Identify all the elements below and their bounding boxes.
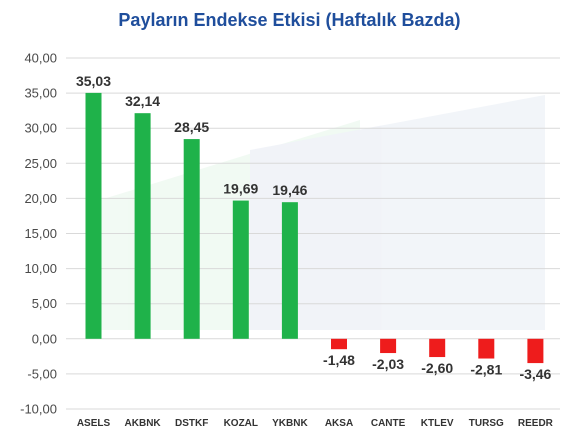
chart-title: Payların Endekse Etkisi (Haftalık Bazda) bbox=[118, 10, 460, 30]
bars bbox=[85, 92, 544, 364]
y-tick-label: -10,00 bbox=[20, 402, 57, 417]
data-label-ykbnk: 19,46 bbox=[272, 182, 307, 198]
category-label-akbnk: AKBNK bbox=[125, 418, 162, 429]
data-label-akbnk: 32,14 bbox=[125, 93, 160, 109]
category-label-reedr: REEDR bbox=[518, 418, 554, 429]
bar-tursg bbox=[478, 338, 495, 359]
data-label-aksa: -1,48 bbox=[323, 352, 355, 368]
y-tick-label: 5,00 bbox=[32, 296, 57, 311]
category-label-tursg: TURSG bbox=[469, 418, 504, 429]
y-tick-label: 15,00 bbox=[24, 226, 57, 241]
data-labels: 35,03 32,14 28,45 19,69 19,46 -1,48 -2,03 -2,60… bbox=[76, 73, 552, 382]
y-tick-label: 10,00 bbox=[24, 261, 57, 276]
bar-ktlev bbox=[429, 338, 446, 358]
y-tick-label: 40,00 bbox=[24, 51, 57, 66]
category-label-cante: CANTE bbox=[371, 418, 406, 429]
data-label-kozal: 19,69 bbox=[223, 181, 258, 197]
bar-aksa bbox=[331, 338, 347, 350]
y-axis-ticks: 40,00 35,00 30,00 25,00 20,00 15,00 10,00 5,00 0… bbox=[20, 51, 57, 417]
data-label-tursg: -2,81 bbox=[470, 362, 502, 378]
bar-ykbnk bbox=[281, 202, 298, 339]
data-label-reedr: -3,46 bbox=[519, 366, 551, 382]
watermark-graphic bbox=[100, 95, 545, 330]
category-label-dstkf: DSTKF bbox=[175, 418, 208, 429]
bar-akbnk bbox=[134, 113, 151, 339]
y-tick-label: 35,00 bbox=[24, 86, 57, 101]
category-label-aksa: AKSA bbox=[325, 418, 353, 429]
category-label-ktlev: KTLEV bbox=[421, 418, 454, 429]
category-label-ykbnk: YKBNK bbox=[272, 418, 308, 429]
category-label-asels: ASELS bbox=[77, 418, 111, 429]
data-label-dstkf: 28,45 bbox=[174, 119, 209, 135]
y-tick-label: 0,00 bbox=[32, 331, 57, 346]
y-tick-label: 25,00 bbox=[24, 156, 57, 171]
bar-dstkf bbox=[183, 139, 200, 339]
data-label-ktlev: -2,60 bbox=[421, 360, 453, 376]
y-tick-label: 30,00 bbox=[24, 121, 57, 136]
category-label-kozal: KOZAL bbox=[224, 418, 258, 429]
bar-cante bbox=[380, 338, 397, 354]
y-tick-label: -5,00 bbox=[27, 366, 57, 381]
bar-asels bbox=[85, 92, 102, 339]
data-label-cante: -2,03 bbox=[372, 356, 404, 372]
x-axis-categories: ASELS AKBNK DSTKF KOZAL YKBNK AKSA CANTE KTLEV T… bbox=[77, 418, 554, 429]
bar-reedr bbox=[527, 338, 544, 364]
y-tick-label: 20,00 bbox=[24, 191, 57, 206]
data-label-asels: 35,03 bbox=[76, 73, 111, 89]
bar-kozal bbox=[232, 200, 249, 339]
